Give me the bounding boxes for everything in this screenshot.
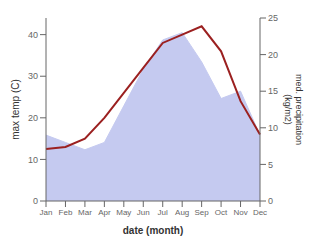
svg-text:date (month): date (month) [123,225,184,236]
svg-text:Aug: Aug [175,208,189,217]
svg-text:5: 5 [268,160,273,170]
svg-text:med. precipitation: med. precipitation [294,74,304,145]
svg-text:10: 10 [268,123,278,133]
svg-text:Nov: Nov [233,208,247,217]
svg-text:Jul: Jul [158,208,168,217]
svg-text:Oct: Oct [215,208,228,217]
svg-text:10: 10 [28,155,38,165]
svg-text:20: 20 [28,113,38,123]
svg-text:15: 15 [268,86,278,96]
svg-text:Dec: Dec [253,208,267,217]
svg-text:0: 0 [268,196,273,206]
svg-text:40: 40 [28,30,38,40]
svg-text:0: 0 [33,196,38,206]
svg-text:(kg/m2): (kg/m2) [283,94,293,125]
svg-text:max temp (C): max temp (C) [10,79,21,140]
svg-text:Apr: Apr [98,208,111,217]
svg-text:Feb: Feb [59,208,73,217]
svg-text:25: 25 [268,13,278,23]
svg-text:Mar: Mar [78,208,92,217]
svg-text:30: 30 [28,71,38,81]
svg-text:Jun: Jun [137,208,150,217]
svg-text:May: May [116,208,131,217]
svg-text:Jan: Jan [40,208,53,217]
svg-text:Sep: Sep [195,208,210,217]
svg-text:20: 20 [268,50,278,60]
